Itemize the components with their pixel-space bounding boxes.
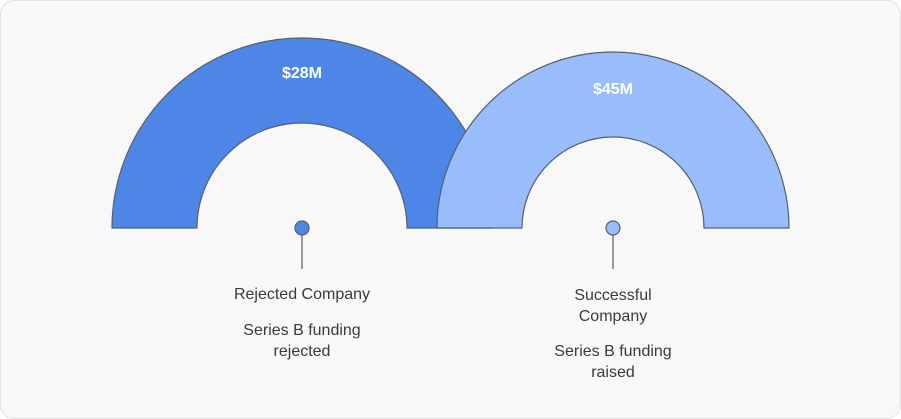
item-title: Successful Company xyxy=(574,287,652,325)
value-label: $45M xyxy=(593,81,633,98)
marker-dot xyxy=(605,220,621,236)
item-description: Series B funding raised xyxy=(554,343,672,381)
arc-successful xyxy=(436,51,790,229)
value-label: $28M xyxy=(282,65,322,82)
item-title: Rejected Company xyxy=(233,286,371,303)
marker-dot xyxy=(294,220,310,236)
item-description: Series B funding rejected xyxy=(243,322,361,360)
